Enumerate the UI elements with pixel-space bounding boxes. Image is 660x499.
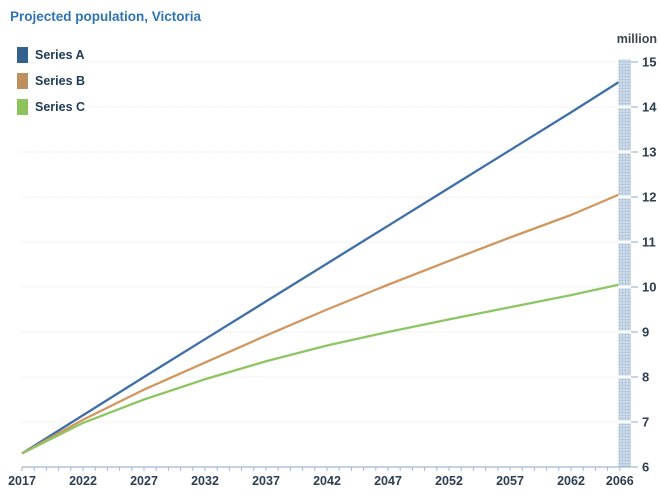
- y-tick-label: 15: [642, 55, 656, 70]
- legend-label-series-b: Series B: [34, 73, 89, 89]
- legend-label-series-a: Series A: [34, 47, 88, 63]
- legend: Series A Series B Series C: [17, 47, 89, 125]
- x-axis: 2017 2022 2027 2032 2037 2042 2047 2052 2057 2062…: [8, 466, 634, 488]
- series-lines: [21, 81, 620, 455]
- x-tick-label: 2042: [313, 474, 341, 488]
- y-tick-label: 9: [642, 325, 649, 340]
- y-tick-label: 14: [642, 100, 657, 115]
- x-tick-label: 2017: [8, 474, 36, 488]
- y-tick-label: 10: [642, 280, 656, 295]
- y-tick-label: 11: [642, 235, 656, 250]
- legend-item-series-a: Series A: [17, 47, 88, 63]
- y-axis: 6 7 8 9 10 11 12 13 14 15: [631, 55, 657, 475]
- y-tick-label: 12: [642, 190, 656, 205]
- y-tick-label: 7: [642, 415, 649, 430]
- x-tick-label: 2066: [606, 474, 634, 488]
- x-tick-label: 2027: [130, 474, 158, 488]
- x-tick-label: 2047: [374, 474, 402, 488]
- line-series-a: [21, 81, 620, 455]
- legend-item-series-b: Series B: [17, 73, 89, 89]
- line-series-c: [21, 283, 619, 455]
- end-year-band-rect: [618, 59, 631, 467]
- end-year-band: [618, 59, 632, 467]
- series-b-swatch-icon: [17, 73, 28, 89]
- x-tick-label: 2062: [557, 474, 585, 488]
- y-axis-unit-label: million: [617, 32, 657, 46]
- legend-item-series-c: Series C: [17, 99, 89, 115]
- x-tick-label: 2037: [252, 474, 280, 488]
- y-tick-label: 13: [642, 145, 656, 160]
- x-tick-label: 2052: [435, 474, 463, 488]
- chart-title: Projected population, Victoria: [10, 9, 202, 24]
- x-tick-label: 2022: [69, 474, 97, 488]
- line-series-b: [21, 193, 619, 455]
- x-tick-label: 2032: [191, 474, 219, 488]
- series-a-swatch-icon: [17, 47, 28, 63]
- series-c-swatch-icon: [17, 99, 28, 115]
- gridlines: [22, 61, 631, 423]
- y-tick-label: 6: [642, 460, 649, 475]
- x-tick-label: 2057: [496, 474, 524, 488]
- y-tick-label: 8: [642, 370, 649, 385]
- legend-label-series-c: Series C: [34, 99, 89, 115]
